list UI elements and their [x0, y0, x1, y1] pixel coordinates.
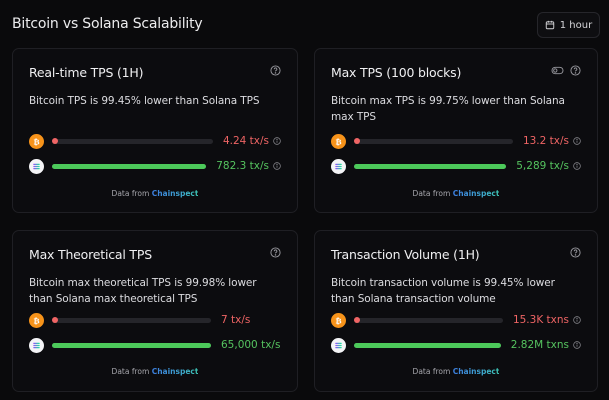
card-title: Real-time TPS (1H) — [29, 65, 144, 80]
bitcoin-value: 15.3K txns — [512, 314, 569, 326]
bitcoin-bar-track — [52, 138, 213, 144]
bitcoin-bar-fill — [354, 317, 360, 323]
chainspect-link[interactable]: Chainspect — [151, 189, 199, 198]
chainspect-link[interactable]: Chainspect — [452, 367, 500, 376]
solana-icon — [29, 158, 44, 174]
bitcoin-bar-track — [354, 317, 503, 323]
svg-text:₿: ₿ — [335, 316, 341, 325]
solana-row: 782.3 tx/s — [29, 158, 281, 174]
bitcoin-row: ₿ 7 tx/s — [29, 312, 281, 328]
solana-bar-track — [52, 163, 207, 169]
solana-icon — [331, 158, 346, 174]
card-max-tps: Max TPS (100 blocks) Bitcoin max TPS is … — [314, 48, 598, 213]
data-source: Data from Chainspect — [315, 189, 597, 198]
info-icon[interactable] — [273, 137, 281, 145]
card-description: Bitcoin max TPS is 99.75% lower than Sol… — [331, 95, 565, 123]
solana-row: 5,289 tx/s — [331, 158, 581, 174]
bitcoin-bar-fill — [354, 138, 360, 144]
solana-value: 2.82M txns — [510, 339, 569, 351]
svg-text:₿: ₿ — [33, 316, 39, 325]
solana-value: 782.3 tx/s — [216, 160, 269, 172]
bitcoin-icon: ₿ — [331, 133, 346, 149]
bitcoin-icon: ₿ — [29, 312, 44, 328]
solana-bar-track — [52, 342, 211, 348]
card-max-theoretical-tps: Max Theoretical TPS Bitcoin max theoreti… — [12, 230, 298, 392]
info-icon[interactable] — [573, 137, 581, 145]
chainspect-link[interactable]: Chainspect — [151, 367, 199, 376]
data-source: Data from Chainspect — [315, 367, 597, 376]
solana-value: 65,000 tx/s — [221, 339, 281, 351]
card-title: Max TPS (100 blocks) — [331, 65, 462, 80]
bitcoin-row: ₿ 13.2 tx/s — [331, 133, 581, 149]
info-icon[interactable] — [273, 162, 281, 170]
card-title: Transaction Volume (1H) — [331, 247, 480, 262]
solana-bar-fill — [354, 342, 501, 348]
card-realtime-tps: Real-time TPS (1H) Bitcoin TPS is 99.45%… — [12, 48, 298, 213]
solana-bar-track — [354, 163, 507, 169]
data-source-prefix: Data from — [412, 367, 451, 376]
solana-icon — [331, 337, 346, 353]
solana-row: 65,000 tx/s — [29, 337, 281, 353]
card-transaction-volume: Transaction Volume (1H) Bitcoin transact… — [314, 230, 598, 392]
card-description: Bitcoin TPS is 99.45% lower than Solana … — [29, 95, 260, 107]
chainspect-link[interactable]: Chainspect — [452, 189, 500, 198]
calendar-icon — [545, 20, 555, 30]
bitcoin-row: ₿ 4.24 tx/s — [29, 133, 281, 149]
help-icon[interactable] — [570, 65, 581, 76]
solana-row: 2.82M txns — [331, 337, 581, 353]
solana-bar-fill — [354, 163, 507, 169]
solana-bar-fill — [52, 342, 211, 348]
bitcoin-bar-track — [52, 317, 211, 323]
data-source-prefix: Data from — [111, 189, 150, 198]
page-title: Bitcoin vs Solana Scalability — [12, 16, 203, 32]
bitcoin-bar-fill — [52, 317, 58, 323]
data-source-prefix: Data from — [111, 367, 150, 376]
bitcoin-bar-track — [354, 138, 513, 144]
solana-icon — [29, 337, 44, 353]
card-title: Max Theoretical TPS — [29, 247, 152, 262]
data-source: Data from Chainspect — [13, 367, 297, 376]
solana-bar-fill — [52, 163, 207, 169]
help-icon[interactable] — [570, 247, 581, 258]
card-description: Bitcoin max theoretical TPS is 99.98% lo… — [29, 277, 257, 305]
bitcoin-icon: ₿ — [29, 133, 44, 149]
data-source-prefix: Data from — [412, 189, 451, 198]
help-icon[interactable] — [270, 247, 281, 258]
toggle-icon[interactable] — [551, 65, 564, 76]
solana-bar-track — [354, 342, 501, 348]
svg-text:₿: ₿ — [33, 137, 39, 146]
time-range-button[interactable]: 1 hour — [537, 12, 600, 38]
bitcoin-value: 4.24 tx/s — [222, 135, 269, 147]
bitcoin-bar-fill — [52, 138, 58, 144]
info-icon[interactable] — [573, 316, 581, 324]
info-icon[interactable] — [573, 341, 581, 349]
bitcoin-value: 13.2 tx/s — [522, 135, 569, 147]
bitcoin-icon: ₿ — [331, 312, 346, 328]
help-icon[interactable] — [270, 65, 281, 76]
data-source: Data from Chainspect — [13, 189, 297, 198]
bitcoin-row: ₿ 15.3K txns — [331, 312, 581, 328]
solana-value: 5,289 tx/s — [516, 160, 569, 172]
info-icon[interactable] — [573, 162, 581, 170]
card-description: Bitcoin transaction volume is 99.45% low… — [331, 277, 555, 305]
time-range-label: 1 hour — [559, 19, 593, 31]
bitcoin-value: 7 tx/s — [221, 314, 251, 326]
svg-text:₿: ₿ — [335, 137, 341, 146]
